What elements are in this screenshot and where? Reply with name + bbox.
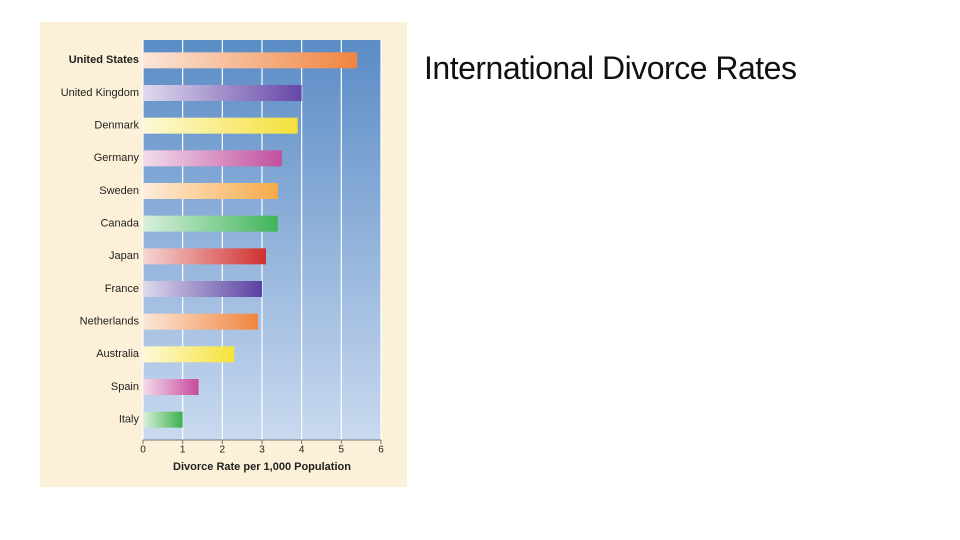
bar bbox=[143, 379, 199, 395]
y-tick-label: Germany bbox=[94, 152, 140, 164]
bar bbox=[143, 117, 298, 134]
y-tick-label: Italy bbox=[119, 414, 140, 426]
y-tick-label: Japan bbox=[109, 250, 139, 262]
x-axis-label: Divorce Rate per 1,000 Population bbox=[173, 461, 351, 473]
bar bbox=[143, 183, 278, 199]
x-tick-label: 3 bbox=[259, 445, 265, 456]
y-tick-label: Australia bbox=[96, 348, 140, 360]
y-tick-label: United Kingdom bbox=[61, 87, 139, 99]
bar bbox=[143, 248, 266, 265]
x-tick-label: 0 bbox=[140, 445, 146, 456]
bar bbox=[143, 150, 282, 167]
bar bbox=[143, 215, 278, 232]
x-tick-label: 4 bbox=[299, 445, 305, 456]
bar bbox=[143, 281, 262, 297]
y-tick-label: Sweden bbox=[99, 185, 139, 197]
x-tick-label: 6 bbox=[378, 445, 384, 456]
y-tick-label: Canada bbox=[100, 218, 139, 230]
bar bbox=[143, 346, 235, 363]
slide-title: International Divorce Rates bbox=[424, 50, 797, 86]
bar bbox=[143, 52, 358, 69]
y-tick-label: United States bbox=[69, 54, 139, 66]
x-tick-label: 2 bbox=[220, 445, 226, 456]
y-tick-label: Spain bbox=[111, 381, 139, 393]
x-tick-label: 5 bbox=[339, 445, 345, 456]
x-tick-label: 1 bbox=[180, 445, 186, 456]
bar bbox=[143, 313, 259, 330]
y-tick-label: Netherlands bbox=[80, 316, 140, 328]
y-tick-label: Denmark bbox=[94, 120, 139, 132]
bar bbox=[143, 85, 302, 101]
y-tick-label: France bbox=[105, 283, 139, 295]
bar bbox=[143, 411, 183, 428]
